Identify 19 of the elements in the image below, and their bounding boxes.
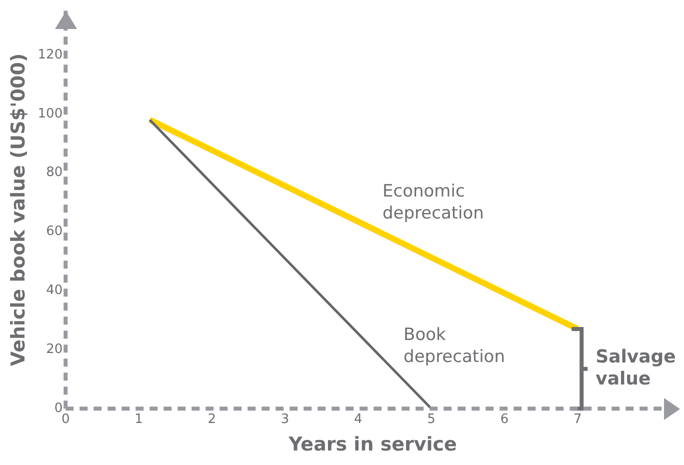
y-tick-label: 100: [38, 106, 63, 122]
x-axis-title: Years in service: [288, 434, 457, 456]
y-axis-title: Vehicle book value (US$'000): [7, 53, 30, 366]
x-tick-label: 4: [354, 412, 362, 427]
y-tick-label: 60: [46, 224, 63, 240]
y-tick-label: 20: [46, 342, 63, 358]
x-tick-label: 7: [573, 412, 582, 427]
annotation: Salvage value: [596, 346, 676, 390]
series-label: Economic deprecation: [382, 182, 484, 224]
x-tick-label: 3: [280, 412, 290, 427]
y-tick-label: 0: [54, 400, 63, 416]
y-tick-label: 40: [46, 283, 63, 298]
x-tick-label: 2: [208, 412, 216, 427]
x-tick-label: 5: [427, 412, 436, 427]
x-tick-label: 1: [134, 412, 143, 427]
y-tick-label: 80: [46, 165, 63, 180]
x-tick-label: 6: [500, 412, 509, 427]
y-tick-label: 120: [38, 47, 63, 62]
series-label: Book deprecation: [404, 324, 505, 367]
